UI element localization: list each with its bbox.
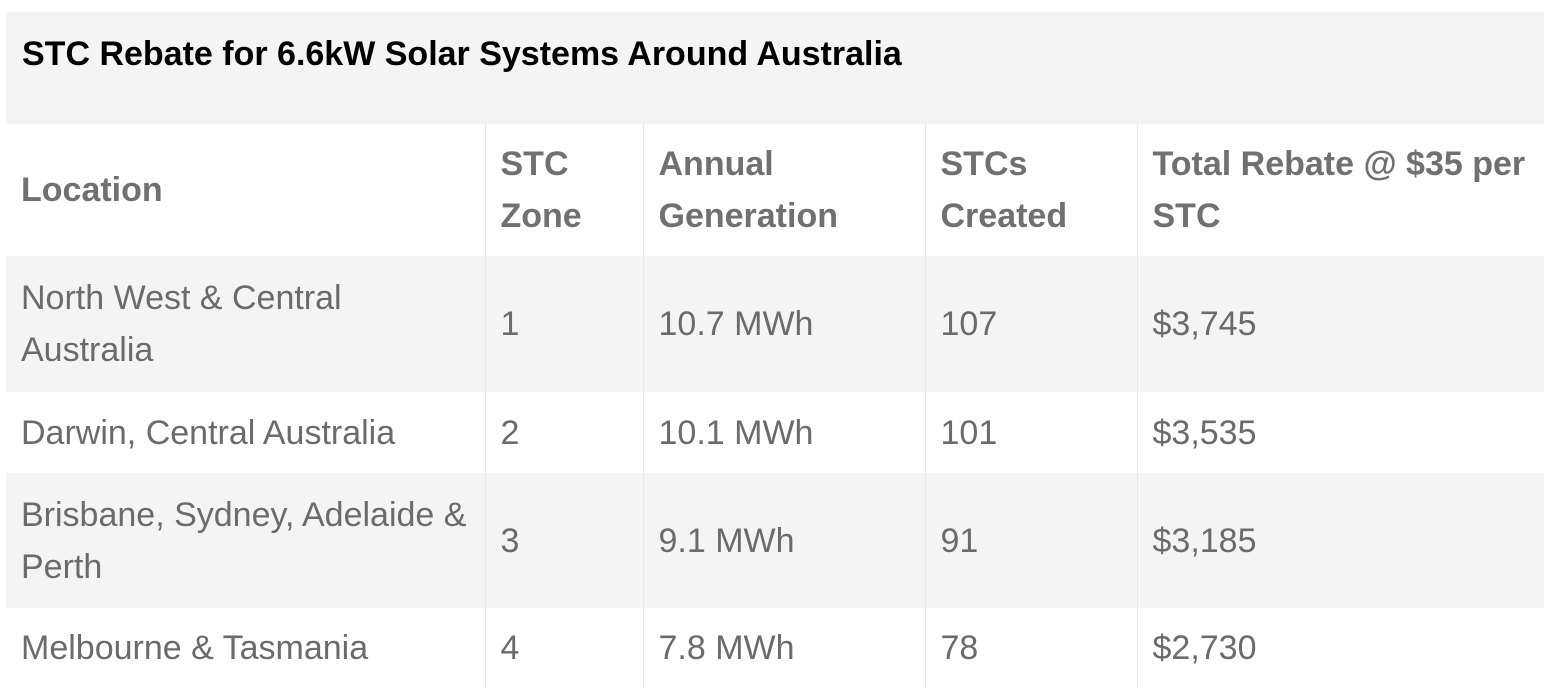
- cell-stc-zone: 2: [484, 392, 643, 473]
- cell-location: Brisbane, Sydney, Adelaide & Perth: [21, 495, 467, 586]
- cell-stcs-created: 91: [924, 473, 1137, 608]
- table-row: North West & Central Australia 1 10.7 MW…: [6, 256, 1544, 392]
- header-annual-generation: Annual Generation: [642, 124, 925, 256]
- header-location: Location: [21, 171, 163, 209]
- stc-rebate-table-container: STC Rebate for 6.6kW Solar Systems Aroun…: [6, 12, 1544, 688]
- cell-stcs-created: 101: [924, 392, 1137, 473]
- cell-location: North West & Central Australia: [21, 279, 342, 369]
- cell-total-rebate: $3,745: [1136, 256, 1544, 392]
- cell-annual-generation: 9.1 MWh: [642, 473, 925, 608]
- header-stc-zone: STC Zone: [484, 124, 643, 256]
- cell-annual-generation: 10.7 MWh: [642, 256, 925, 392]
- header-stcs-created: STCs Created: [924, 124, 1137, 256]
- cell-stcs-created: 107: [924, 256, 1137, 392]
- cell-total-rebate: $2,730: [1136, 608, 1544, 688]
- stc-rebate-table: Location STC Zone Annual Generation STCs…: [6, 124, 1544, 688]
- cell-location: Melbourne & Tasmania: [21, 629, 369, 667]
- table-header-row: Location STC Zone Annual Generation STCs…: [6, 124, 1544, 256]
- table-row: Darwin, Central Australia 2 10.1 MWh 101…: [6, 392, 1544, 473]
- cell-annual-generation: 10.1 MWh: [642, 392, 925, 473]
- header-total-rebate: Total Rebate @ $35 per STC: [1136, 124, 1544, 256]
- cell-stc-zone: 1: [484, 256, 643, 392]
- cell-annual-generation: 7.8 MWh: [642, 608, 925, 688]
- cell-stcs-created: 78: [924, 608, 1137, 688]
- cell-total-rebate: $3,185: [1136, 473, 1544, 608]
- cell-total-rebate: $3,535: [1136, 392, 1544, 473]
- cell-location: Darwin, Central Australia: [21, 413, 396, 452]
- table-row: Brisbane, Sydney, Adelaide & Perth 3 9.1…: [6, 473, 1544, 608]
- cell-stc-zone: 4: [484, 608, 643, 688]
- table-title: STC Rebate for 6.6kW Solar Systems Aroun…: [22, 35, 902, 73]
- table-row: Melbourne & Tasmania 4 7.8 MWh 78 $2,730: [6, 608, 1544, 688]
- cell-stc-zone: 3: [484, 473, 643, 608]
